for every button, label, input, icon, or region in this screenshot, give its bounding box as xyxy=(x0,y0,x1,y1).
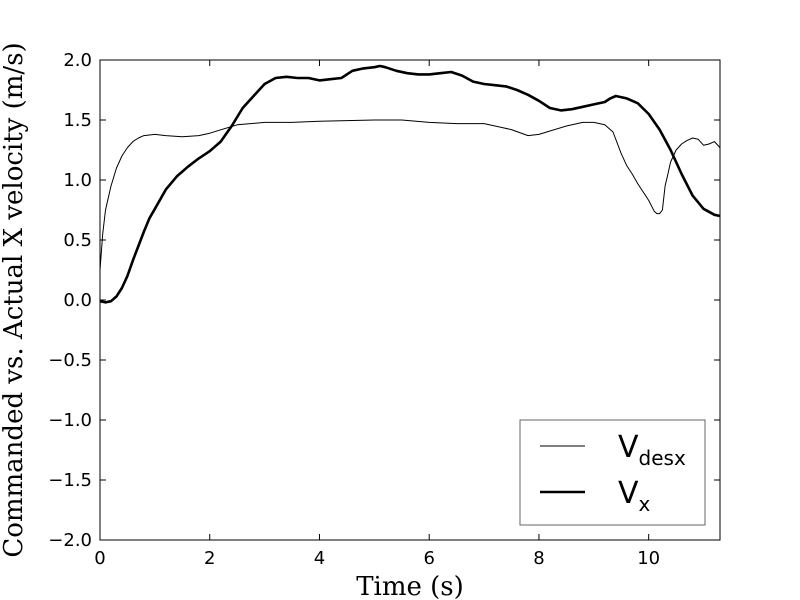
series-layer xyxy=(99,64,721,304)
y-axis-label: Commanded vs. Actual X velocity (m/s) xyxy=(0,42,29,557)
y-tick-label: −2.0 xyxy=(48,530,92,551)
x-tick-label: 6 xyxy=(423,548,434,569)
y-tick-label: 0.5 xyxy=(63,230,92,251)
series-line-vdesx xyxy=(99,119,721,271)
legend-label-vdesx: Vdesx xyxy=(618,430,686,470)
y-tick-label: 2.0 xyxy=(63,50,92,71)
x-tick-label: 8 xyxy=(533,548,544,569)
y-tick-label: 1.5 xyxy=(63,110,92,131)
legend-box xyxy=(519,419,706,526)
x-tick-label: 2 xyxy=(204,548,215,569)
x-tick-label: 0 xyxy=(94,548,105,569)
y-tick-label: 1.0 xyxy=(63,170,92,191)
legend-label-vx: Vx xyxy=(618,476,651,516)
y-tick-label: −1.5 xyxy=(48,470,92,491)
x-axis-label: Time (s) xyxy=(356,572,464,600)
y-tick-label: −1.0 xyxy=(48,410,92,431)
y-tick-label: 0.0 xyxy=(63,290,92,311)
y-tick-label: −0.5 xyxy=(48,350,92,371)
legend: Vdesx Vx xyxy=(519,419,706,526)
x-tick-label: 10 xyxy=(637,548,660,569)
x-tick-label: 4 xyxy=(314,548,325,569)
ticks-layer: 0 2 4 6 8 10 −2.0 −1.5 −1.0 −0.5 0.0 0.5 1.0 1.5 2.0 xyxy=(48,50,720,569)
series-line-vx xyxy=(99,64,721,304)
